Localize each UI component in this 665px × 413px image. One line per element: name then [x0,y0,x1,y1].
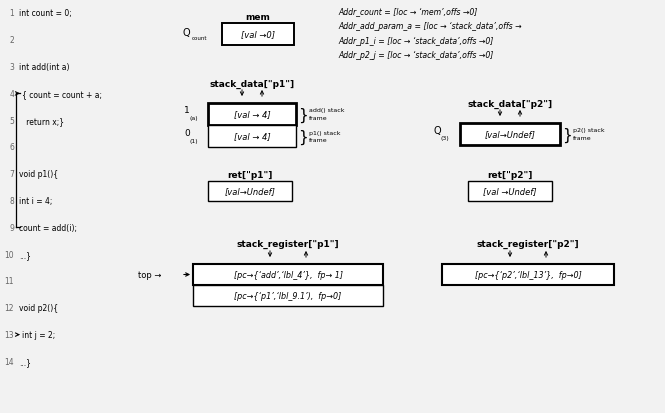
Text: 9: 9 [9,223,14,233]
Text: 13: 13 [5,330,14,339]
Text: int j = 2;: int j = 2; [22,330,55,339]
Text: mem: mem [245,14,271,22]
Text: 3: 3 [9,63,14,72]
Text: int add(int a): int add(int a) [19,63,70,72]
Text: Addr_add_param_a = [loc → ‘stack_data’,offs →: Addr_add_param_a = [loc → ‘stack_data’,o… [338,22,521,31]
Text: 1: 1 [184,106,190,115]
Bar [208,104,296,126]
Text: Addr_p1_i = [loc → ‘stack_data’,offs →0]: Addr_p1_i = [loc → ‘stack_data’,offs →0] [338,36,493,45]
Text: [pc→{‘p2’,‘lbl_13’},  fp→0]: [pc→{‘p2’,‘lbl_13’}, fp→0] [475,271,581,279]
Text: 8: 8 [9,197,14,206]
Text: int i = 4;: int i = 4; [19,197,53,206]
Text: ...}: ...} [19,357,31,366]
Text: void p2(){: void p2(){ [19,304,58,313]
Text: stack_data["p1"]: stack_data["p1"] [209,79,295,88]
Text: }: } [298,107,308,122]
Bar [442,264,614,285]
Text: add() stack: add() stack [309,108,344,113]
Text: frame: frame [309,138,328,143]
Text: ret["p1"]: ret["p1"] [227,171,273,180]
Text: (1): (1) [190,138,199,143]
Text: 10: 10 [5,250,14,259]
Text: [val→Undef]: [val→Undef] [225,187,275,196]
Text: (3): (3) [441,136,450,141]
Text: 11: 11 [5,277,14,286]
Text: [val → 4]: [val → 4] [233,110,270,119]
Text: [val →Undef]: [val →Undef] [483,187,537,196]
Text: p1() stack: p1() stack [309,130,340,135]
Text: Q: Q [434,126,442,136]
Text: int count = 0;: int count = 0; [19,9,72,19]
Text: { count = count + a;: { count = count + a; [22,90,102,99]
Text: count = add(i);: count = add(i); [19,223,77,233]
Text: 0: 0 [184,128,190,137]
Text: Addr_count = [loc → ‘mem’,offs →0]: Addr_count = [loc → ‘mem’,offs →0] [338,7,477,17]
Text: [pc→{‘p1’,‘lbl_9.1’),  fp→0]: [pc→{‘p1’,‘lbl_9.1’), fp→0] [234,291,342,300]
Text: 6: 6 [9,143,14,152]
Bar [468,182,552,202]
Bar [208,126,296,147]
Bar [193,264,383,285]
Text: 5: 5 [9,116,14,126]
Text: 2: 2 [9,36,14,45]
Bar [222,24,294,46]
Text: [val→Undef]: [val→Undef] [485,130,535,139]
Text: 4: 4 [9,90,14,99]
Text: Addr_p2_j = [loc → ‘stack_data’,offs →0]: Addr_p2_j = [loc → ‘stack_data’,offs →0] [338,51,493,60]
Text: 14: 14 [5,357,14,366]
Text: ret["p2"]: ret["p2"] [487,171,533,180]
Text: 7: 7 [9,170,14,179]
Text: p2() stack: p2() stack [573,128,604,133]
Text: (a): (a) [190,116,199,121]
Text: Q: Q [182,28,190,38]
Text: [val →0]: [val →0] [241,31,275,39]
Text: return x;}: return x;} [19,116,64,126]
Text: }: } [298,129,308,144]
Bar [208,182,292,202]
Text: 1: 1 [9,9,14,19]
Text: frame: frame [573,136,592,141]
Text: top →: top → [138,271,162,279]
Text: stack_register["p1"]: stack_register["p1"] [237,239,339,248]
Bar [193,285,383,306]
Text: frame: frame [309,116,328,121]
Text: stack_register["p2"]: stack_register["p2"] [477,239,579,248]
Text: 12: 12 [5,304,14,313]
Text: ...}: ...} [19,250,31,259]
Text: }: } [562,127,572,142]
Bar [460,124,560,146]
Text: void p1(){: void p1(){ [19,170,58,179]
Text: [val → 4]: [val → 4] [233,132,270,141]
Text: count: count [192,36,207,41]
Text: [pc→{‘add’,‘lbl_4’},  fp→ 1]: [pc→{‘add’,‘lbl_4’}, fp→ 1] [233,271,342,279]
Text: stack_data["p2"]: stack_data["p2"] [467,99,553,108]
